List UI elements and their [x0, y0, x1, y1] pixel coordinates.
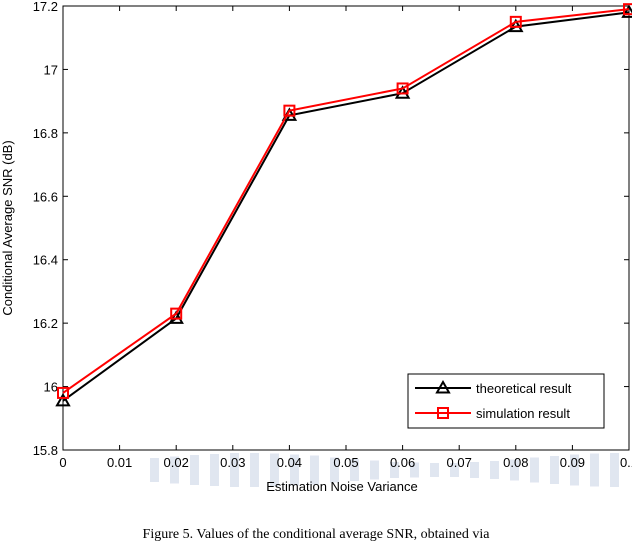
watermark [150, 453, 619, 487]
x-tick-label: 0.09 [560, 455, 585, 470]
x-tick-label: 0.01 [107, 455, 132, 470]
legend: theoretical result simulation result [407, 373, 605, 429]
watermark-bar [530, 457, 539, 483]
legend-label: simulation result [476, 406, 570, 421]
watermark-bar [550, 456, 559, 484]
watermark-bar [430, 463, 439, 477]
y-axis-label: Conditional Average SNR (dB) [0, 140, 15, 315]
x-tick-label: 0.04 [277, 455, 302, 470]
x-tick-label: 0 [59, 455, 66, 470]
square-marker [509, 15, 522, 28]
square-marker [396, 82, 409, 95]
square-marker [57, 386, 69, 399]
x-tick-label: 0.07 [447, 455, 472, 470]
series-line [62, 11, 630, 402]
x-tick-label: 0.08 [503, 455, 528, 470]
watermark-bar [250, 453, 259, 487]
x-axis-label: Estimation Noise Variance [266, 479, 418, 494]
y-tick-label: 17 [44, 62, 58, 77]
x-tick-label: 0.02 [164, 455, 189, 470]
series-theoretical-result [55, 4, 632, 407]
series-layer [55, 3, 632, 407]
watermark-bar [390, 462, 399, 478]
square-marker [283, 104, 296, 117]
x-tick-label: 0.1 [620, 455, 632, 470]
square-marker [170, 307, 183, 320]
legend-label: theoretical result [476, 381, 572, 396]
y-tick-label: 15.8 [33, 443, 58, 458]
watermark-bar [590, 453, 599, 487]
y-tick-label: 16.8 [33, 126, 58, 141]
series-line [62, 8, 630, 394]
watermark-bar [170, 456, 179, 484]
watermark-bar [190, 455, 199, 485]
watermark-bar [150, 458, 159, 482]
figure-caption: Figure 5. Values of the conditional aver… [142, 527, 490, 542]
watermark-bar [350, 459, 359, 481]
watermark-bar [370, 460, 379, 480]
watermark-bar [410, 462, 419, 478]
axis-ticks: 0 0.01 0.02 0.03 0.04 0.05 0.06 0.07 0.08 0.09 0. 1… [33, 0, 632, 470]
square-marker [623, 3, 632, 16]
watermark-bar [330, 457, 339, 483]
watermark-bar [290, 454, 299, 486]
watermark-bar [610, 453, 619, 487]
y-tick-label: 16.6 [33, 189, 58, 204]
x-tick-label: 0.05 [333, 455, 358, 470]
watermark-bar [570, 454, 579, 486]
y-tick-label: 16 [44, 380, 58, 395]
watermark-bar [490, 461, 499, 479]
y-tick-label: 16.4 [33, 253, 58, 268]
watermark-bar [310, 455, 319, 485]
watermark-bar [270, 453, 279, 487]
watermark-bar [450, 463, 459, 477]
triangle-marker [621, 4, 632, 18]
watermark-bar [470, 462, 479, 478]
watermark-bar [230, 453, 239, 487]
watermark-bar [210, 454, 219, 486]
y-tick-label: 17.2 [33, 0, 58, 14]
triangle-marker [435, 379, 451, 394]
y-tick-label: 16.2 [33, 316, 58, 331]
series-simulation-result [57, 3, 632, 399]
triangle-marker [55, 392, 71, 407]
square-marker [437, 407, 449, 419]
watermark-bar [510, 459, 519, 481]
x-tick-label: 0.03 [220, 455, 245, 470]
x-tick-label: 0.06 [390, 455, 415, 470]
